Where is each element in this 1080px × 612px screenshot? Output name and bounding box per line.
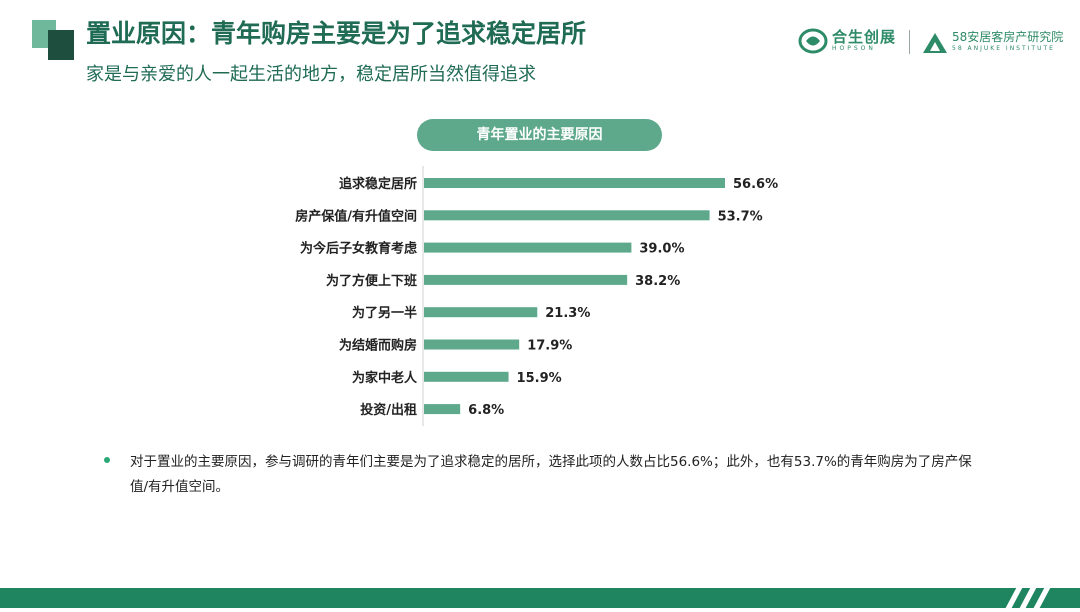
logo-divider [909, 30, 910, 54]
category-label: 投资/出租 [360, 402, 417, 418]
data-label: 15.9% [517, 371, 562, 386]
page-title: 置业原因：青年购房主要是为了追求稳定居所 [86, 19, 587, 48]
bar [424, 210, 710, 221]
data-label: 21.3% [545, 306, 590, 321]
anjuke-logo-subtext: 58 ANJUKE INSTITUTE [952, 45, 1055, 52]
data-label: 17.9% [527, 339, 572, 354]
footer-bar [0, 588, 1080, 608]
hopson-logo: 合生创展 HOPSON [798, 28, 896, 54]
bar [424, 178, 725, 188]
hopson-logo-icon [798, 28, 828, 54]
data-label: 39.0% [639, 242, 684, 257]
category-label: 房产保值/有升值空间 [295, 208, 417, 224]
bar [424, 371, 509, 382]
bar [424, 339, 520, 350]
corner-decoration-dark [48, 30, 74, 60]
chart-title: 青年置业的主要原因 [417, 119, 662, 151]
data-label: 53.7% [718, 209, 763, 224]
anjuke-logo: 58安居客房产研究院 58 ANJUKE INSTITUTE [922, 30, 1063, 54]
category-label: 为家中老人 [352, 370, 418, 386]
anjuke-logo-text: 58安居客房产研究院 [952, 30, 1064, 44]
bar [424, 274, 628, 285]
category-label: 追求稳定居所 [339, 176, 417, 192]
category-label: 为了另一半 [352, 305, 417, 321]
bar [424, 307, 538, 318]
category-label: 为了方便上下班 [326, 273, 417, 289]
anjuke-logo-icon [923, 33, 947, 53]
bullet-icon [104, 457, 110, 463]
hopson-logo-subtext: HOPSON [832, 45, 876, 52]
data-label: 38.2% [635, 274, 680, 289]
bar [424, 242, 632, 253]
page-subtitle: 家是与亲爱的人一起生活的地方，稳定居所当然值得追求 [86, 64, 536, 85]
bar [424, 404, 461, 415]
summary-note: 对于置业的主要原因，参与调研的青年们主要是为了追求稳定的居所，选择此项的人数占比… [130, 454, 972, 495]
hopson-logo-text: 合生创展 [832, 28, 897, 46]
category-label: 为今后子女教育考虑 [300, 241, 417, 257]
bar-chart: 追求稳定居所 56.6% 房产保值/有升值空间 53.7% 为今后子女教育考虑 39.0%… [295, 166, 778, 427]
data-label: 6.8% [468, 403, 504, 418]
data-label: 56.6% [733, 177, 778, 192]
category-label: 为结婚而购房 [339, 338, 417, 354]
